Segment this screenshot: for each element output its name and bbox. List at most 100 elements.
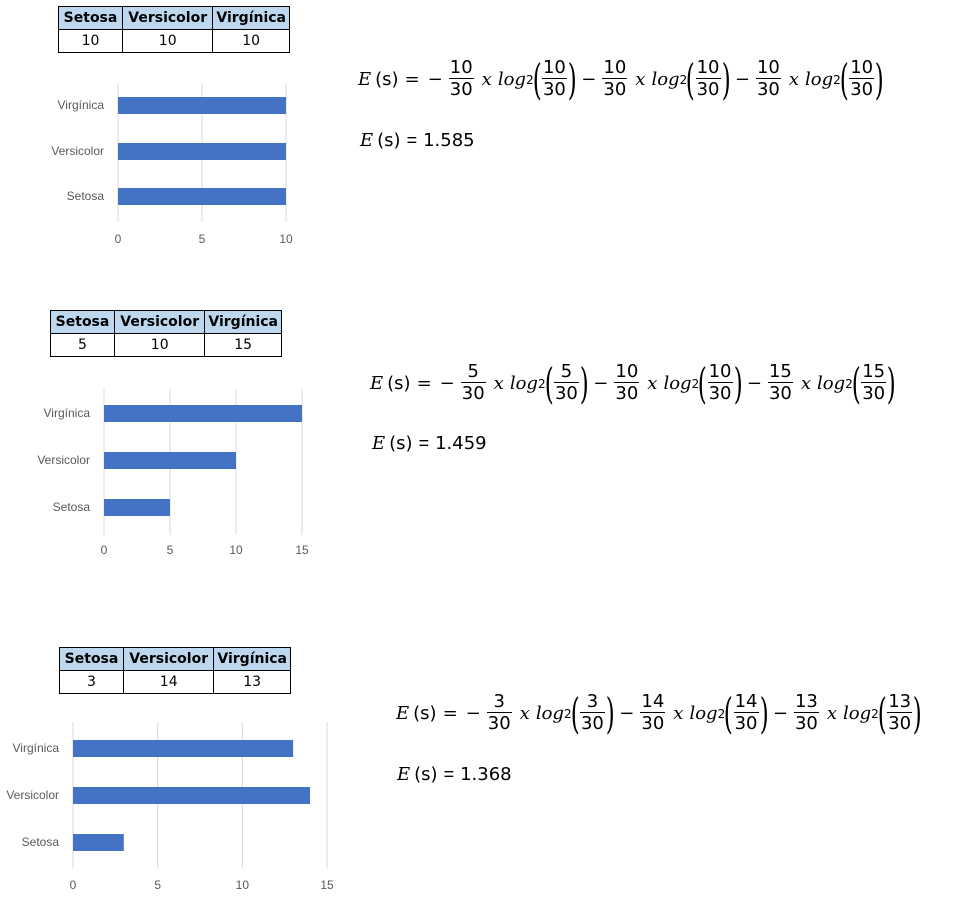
log-argument-fraction: 10 30 bbox=[541, 57, 567, 101]
x-tick-label: 5 bbox=[199, 232, 206, 246]
fraction-numerator: 10 bbox=[708, 361, 732, 382]
log-argument-fraction: 10 30 bbox=[849, 57, 875, 101]
table-header-virginica: Virgínica bbox=[204, 310, 282, 334]
table-header-virginica: Virgínica bbox=[213, 647, 291, 671]
fraction-denominator: 30 bbox=[460, 382, 486, 404]
times-symbol: x bbox=[673, 703, 684, 724]
fraction-denominator: 30 bbox=[640, 712, 666, 734]
formula-lhs: E bbox=[358, 69, 372, 90]
fraction-numerator: 3 bbox=[586, 691, 599, 712]
table-value-setosa: 3 bbox=[58, 670, 125, 694]
fraction-denominator: 30 bbox=[614, 382, 640, 404]
x-tick-label: 10 bbox=[236, 878, 250, 892]
log-function: log bbox=[817, 373, 846, 394]
category-label: Versicolor bbox=[37, 453, 90, 467]
formula-lhs: E bbox=[396, 703, 410, 724]
fraction-numerator: 10 bbox=[696, 57, 720, 78]
result-value: 1.585 bbox=[423, 130, 475, 151]
bar-setosa bbox=[104, 499, 170, 516]
log-base: 2 bbox=[525, 72, 534, 87]
log-function: log bbox=[843, 703, 872, 724]
fraction-numerator: 10 bbox=[542, 57, 566, 78]
fraction-denominator: 30 bbox=[887, 712, 913, 734]
result-arg: (s) bbox=[414, 764, 438, 785]
x-tick-label: 15 bbox=[295, 543, 309, 557]
category-label: Versicolor bbox=[6, 788, 59, 802]
fraction-numerator: 13 bbox=[794, 691, 818, 712]
fraction-numerator: 5 bbox=[467, 361, 479, 382]
table-value-virginica: 15 bbox=[204, 333, 282, 357]
times-symbol: x bbox=[647, 373, 658, 394]
times-symbol: x bbox=[493, 373, 504, 394]
x-tick-label: 0 bbox=[101, 543, 108, 557]
formula-arg: (s) bbox=[413, 703, 437, 724]
log-function: log bbox=[651, 69, 680, 90]
fraction-numerator: 10 bbox=[850, 57, 874, 78]
fraction-denominator: 30 bbox=[553, 382, 579, 404]
log-base: 2 bbox=[717, 706, 726, 721]
fraction-numerator: 10 bbox=[449, 57, 473, 78]
x-tick-label: 5 bbox=[167, 543, 174, 557]
entropy-result: E (s) = 1.459 bbox=[372, 433, 487, 454]
fraction-numerator: 5 bbox=[560, 361, 573, 382]
bar-virgnica bbox=[73, 740, 294, 757]
table-value-virginica: 13 bbox=[213, 670, 291, 694]
formula-arg: (s) bbox=[387, 373, 411, 394]
log-function: log bbox=[689, 703, 718, 724]
fraction-numerator: 10 bbox=[615, 361, 639, 382]
probability-fraction: 10 30 bbox=[755, 58, 781, 101]
probability-fraction: 15 30 bbox=[767, 362, 793, 405]
log-argument-fraction: 10 30 bbox=[695, 57, 721, 101]
formula-lhs: E bbox=[370, 373, 384, 394]
result-arg: (s) bbox=[377, 130, 401, 151]
table-value-setosa: 10 bbox=[57, 29, 124, 53]
table-header-virginica: Virgínica bbox=[212, 6, 290, 30]
class-count-table: Setosa Versicolor Virgínica 10 10 10 bbox=[57, 6, 290, 53]
bar-versicolor bbox=[118, 143, 286, 160]
fraction-numerator: 14 bbox=[641, 691, 665, 712]
times-symbol: x bbox=[635, 69, 646, 90]
category-label: Setosa bbox=[67, 189, 105, 203]
result-arg: (s) bbox=[389, 433, 413, 454]
category-label: Setosa bbox=[22, 835, 60, 849]
probability-fraction: 13 30 bbox=[793, 691, 819, 735]
log-argument-fraction: 5 30 bbox=[553, 361, 579, 405]
table-header-setosa: Setosa bbox=[57, 6, 124, 30]
bar-versicolor bbox=[73, 787, 311, 804]
table-value-versicolor: 10 bbox=[114, 333, 206, 357]
result-value: 1.459 bbox=[435, 433, 487, 454]
x-tick-label: 10 bbox=[279, 232, 293, 246]
class-count-table: Setosa Versicolor Virgínica 5 10 15 bbox=[49, 310, 282, 357]
fraction-numerator: 10 bbox=[603, 57, 627, 78]
times-symbol: x bbox=[826, 703, 838, 724]
probability-fraction: 10 30 bbox=[448, 57, 474, 101]
bar-setosa bbox=[118, 188, 286, 205]
fraction-denominator: 30 bbox=[861, 382, 887, 404]
log-argument-fraction: 15 30 bbox=[861, 362, 887, 405]
log-base: 2 bbox=[563, 706, 572, 721]
x-tick-label: 15 bbox=[320, 878, 334, 892]
table-header-setosa: Setosa bbox=[58, 647, 125, 671]
x-tick-label: 10 bbox=[229, 543, 243, 557]
log-function: log bbox=[805, 69, 834, 90]
fraction-denominator: 30 bbox=[793, 712, 819, 734]
bar-setosa bbox=[73, 834, 124, 851]
log-function: log bbox=[663, 373, 692, 394]
table-header-versicolor: Versicolor bbox=[114, 310, 206, 334]
x-tick-label: 5 bbox=[154, 878, 161, 892]
result-lhs: E bbox=[360, 130, 374, 151]
probability-fraction: 5 30 bbox=[460, 361, 486, 405]
result-lhs: E bbox=[372, 433, 386, 454]
log-argument-fraction: 10 30 bbox=[707, 361, 733, 405]
table-value-virginica: 10 bbox=[212, 29, 290, 53]
x-tick-label: 0 bbox=[115, 232, 122, 246]
log-base: 2 bbox=[691, 376, 700, 391]
x-tick-label: 0 bbox=[70, 878, 77, 892]
bar-chart: 0 5 10 Setosa Versicolor Virgínica bbox=[51, 83, 293, 246]
fraction-numerator: 14 bbox=[734, 691, 758, 712]
times-symbol: x bbox=[519, 703, 530, 724]
entropy-result: E (s) = 1.585 bbox=[360, 130, 475, 151]
fraction-denominator: 30 bbox=[602, 78, 628, 100]
bar-chart: 0 5 10 15 Setosa Versicolor Virgínica bbox=[6, 722, 334, 892]
fraction-numerator: 13 bbox=[888, 691, 912, 712]
